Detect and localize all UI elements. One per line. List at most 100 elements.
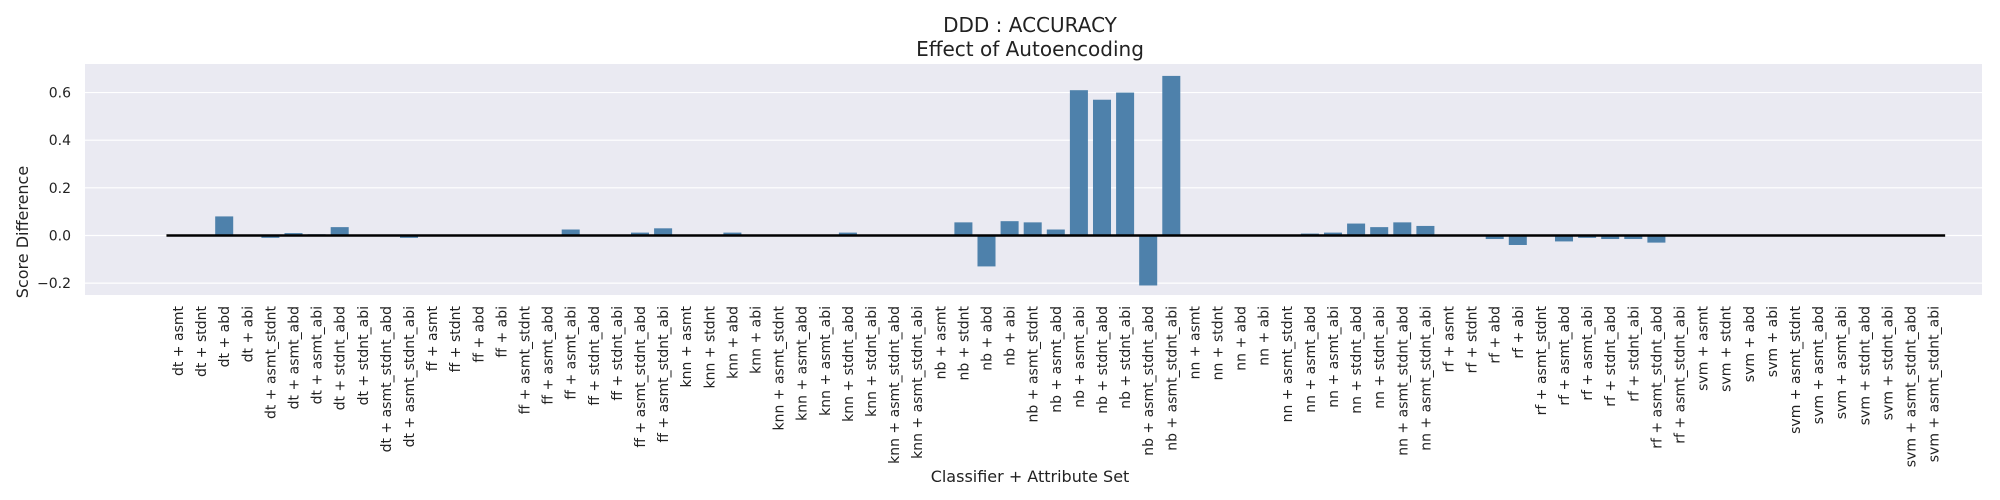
x-tick-label: nn + stdnt_abi — [1372, 306, 1388, 409]
x-tick-label: nb + asmt_stdnt_abd — [1141, 306, 1157, 456]
x-tick-label: rf + abd — [1488, 306, 1504, 364]
x-tick-label: nn + asmt_abi — [1326, 306, 1342, 408]
bar — [654, 228, 673, 236]
x-tick-label: rf + abi — [1511, 306, 1527, 359]
x-tick-label: nb + asmt_abi — [1072, 306, 1088, 408]
x-tick-label: dt + asmt — [171, 305, 187, 376]
x-tick-label: ff + asmt_stdnt_abi — [656, 306, 672, 443]
x-tick-label: dt + asmt_stdnt_abi — [402, 306, 418, 447]
x-tick-label: knn + asmt_abi — [818, 306, 834, 416]
x-tick-label: svm + stdnt_abd — [1857, 306, 1873, 425]
bar — [954, 222, 973, 236]
y-axis-label: Score Difference — [13, 166, 32, 298]
x-tick-label: rf + asmt_abi — [1580, 306, 1596, 401]
bar — [1116, 92, 1135, 236]
bars — [215, 75, 1666, 286]
x-tick-label: ff + asmt_stdnt_abd — [633, 306, 649, 448]
x-tick-label: dt + asmt_stdnt — [263, 305, 279, 419]
x-tick-label: dt + stdnt_abd — [333, 306, 349, 410]
bar — [1370, 227, 1389, 236]
x-tick-label: nn + asmt — [1187, 306, 1203, 380]
x-tick-label: nb + stdnt_abd — [1095, 306, 1111, 414]
x-tick-label: nn + asmt_stdnt_abd — [1395, 306, 1411, 456]
x-tick-label: dt + abi — [240, 306, 256, 362]
bar — [1416, 225, 1435, 236]
x-tick-label: rf + asmt — [1442, 306, 1458, 373]
bar — [561, 229, 580, 236]
y-tick-label: 0.0 — [49, 228, 71, 244]
x-tick-label: nb + stdnt_abi — [1118, 306, 1134, 409]
x-tick-label: svm + stdnt_abi — [1880, 306, 1896, 420]
bar — [1092, 99, 1112, 236]
x-tick-label: dt + stdnt_abi — [356, 306, 372, 405]
bar — [1000, 221, 1019, 236]
x-tick-label: knn + abi — [749, 306, 765, 374]
x-tick-label: ff + abd — [471, 306, 487, 363]
bar — [1624, 235, 1643, 240]
x-tick-label: ff + stdnt_abi — [610, 306, 626, 401]
x-tick-label: dt + stdnt — [194, 305, 210, 377]
x-tick-label: knn + asmt — [679, 305, 695, 387]
x-tick-label: svm + asmt_stdnt_abi — [1927, 306, 1943, 462]
x-tick-label: knn + stdnt — [702, 306, 718, 389]
x-tick-label: ff + asmt_abd — [541, 306, 557, 405]
x-axis-ticks: dt + asmt dt + stdnt dt + abd dt + abi dt + … — [171, 305, 1943, 467]
x-tick-label: ff + asmt_abi — [564, 306, 580, 400]
x-tick-label: nn + abi — [1257, 306, 1273, 366]
y-tick-label: 0.2 — [49, 181, 71, 197]
x-tick-label: rf + asmt_stdnt_abi — [1673, 306, 1689, 444]
plot-area — [85, 64, 1982, 295]
x-tick-label: ff + stdnt — [448, 305, 464, 372]
y-axis-ticks: −0.2 0.0 0.2 0.4 0.6 — [37, 86, 71, 293]
x-tick-label: svm + asmt_stdnt — [1788, 306, 1804, 434]
bar — [1554, 235, 1574, 242]
x-tick-label: svm + asmt — [1696, 306, 1712, 391]
y-tick-label: −0.2 — [37, 276, 71, 292]
x-tick-label: knn + asmt_stdnt_abd — [887, 306, 903, 464]
bar — [1046, 229, 1065, 236]
x-tick-label: knn + asmt_abd — [795, 306, 811, 421]
x-tick-label: svm + asmt_abi — [1834, 306, 1850, 419]
x-tick-label: nn + asmt_stdnt_abi — [1418, 306, 1434, 451]
x-tick-label: knn + stdnt_abd — [841, 306, 857, 422]
x-tick-label: nb + asmt — [933, 305, 949, 379]
x-tick-label: rf + stdnt_abd — [1603, 306, 1619, 407]
x-tick-label: knn + stdnt_abi — [864, 306, 880, 417]
x-tick-label: nn + asmt_abd — [1303, 306, 1319, 413]
x-tick-label: ff + asmt — [425, 305, 441, 371]
bar — [1601, 235, 1620, 240]
x-tick-label: knn + asmt_stdnt — [772, 306, 788, 431]
x-tick-label: nb + asmt_abd — [1049, 306, 1065, 413]
bar — [1323, 232, 1343, 236]
x-tick-label: nb + stdnt — [956, 306, 972, 381]
bar — [1647, 235, 1666, 243]
x-axis-label: Classifier + Attribute Set — [931, 467, 1130, 486]
bar — [723, 232, 742, 236]
x-tick-label: nb + asmt_stdnt_abi — [1164, 306, 1180, 451]
x-tick-label: ff + stdnt_abd — [587, 306, 603, 406]
x-tick-label: nb + asmt_stdnt — [1026, 306, 1042, 423]
bar — [330, 227, 349, 236]
x-tick-label: rf + asmt_stdnt_abd — [1649, 306, 1665, 449]
bar — [1069, 90, 1088, 236]
y-tick-label: 0.4 — [49, 133, 71, 149]
y-tick-label: 0.6 — [49, 86, 71, 102]
x-tick-label: svm + asmt_stdnt_abd — [1904, 306, 1920, 467]
x-tick-label: ff + asmt_stdnt — [518, 305, 534, 414]
x-tick-label: knn + asmt_stdnt_abi — [910, 306, 926, 459]
x-tick-label: nb + abi — [1003, 306, 1019, 366]
x-tick-label: svm + stdnt — [1719, 306, 1735, 392]
bar — [1162, 75, 1181, 236]
bar — [1023, 222, 1042, 236]
x-tick-label: nn + abd — [1234, 306, 1250, 371]
bar — [977, 235, 996, 267]
x-tick-label: dt + asmt_abd — [287, 306, 303, 409]
x-tick-label: nn + stdnt_abd — [1349, 306, 1365, 414]
bar — [215, 216, 234, 236]
bar — [1393, 222, 1412, 236]
x-tick-label: rf + stdnt_abi — [1626, 306, 1642, 402]
bar — [838, 232, 857, 236]
bar — [630, 232, 650, 236]
chart-title: DDD : ACCURACY — [943, 13, 1118, 37]
x-tick-label: nb + abd — [980, 306, 996, 371]
